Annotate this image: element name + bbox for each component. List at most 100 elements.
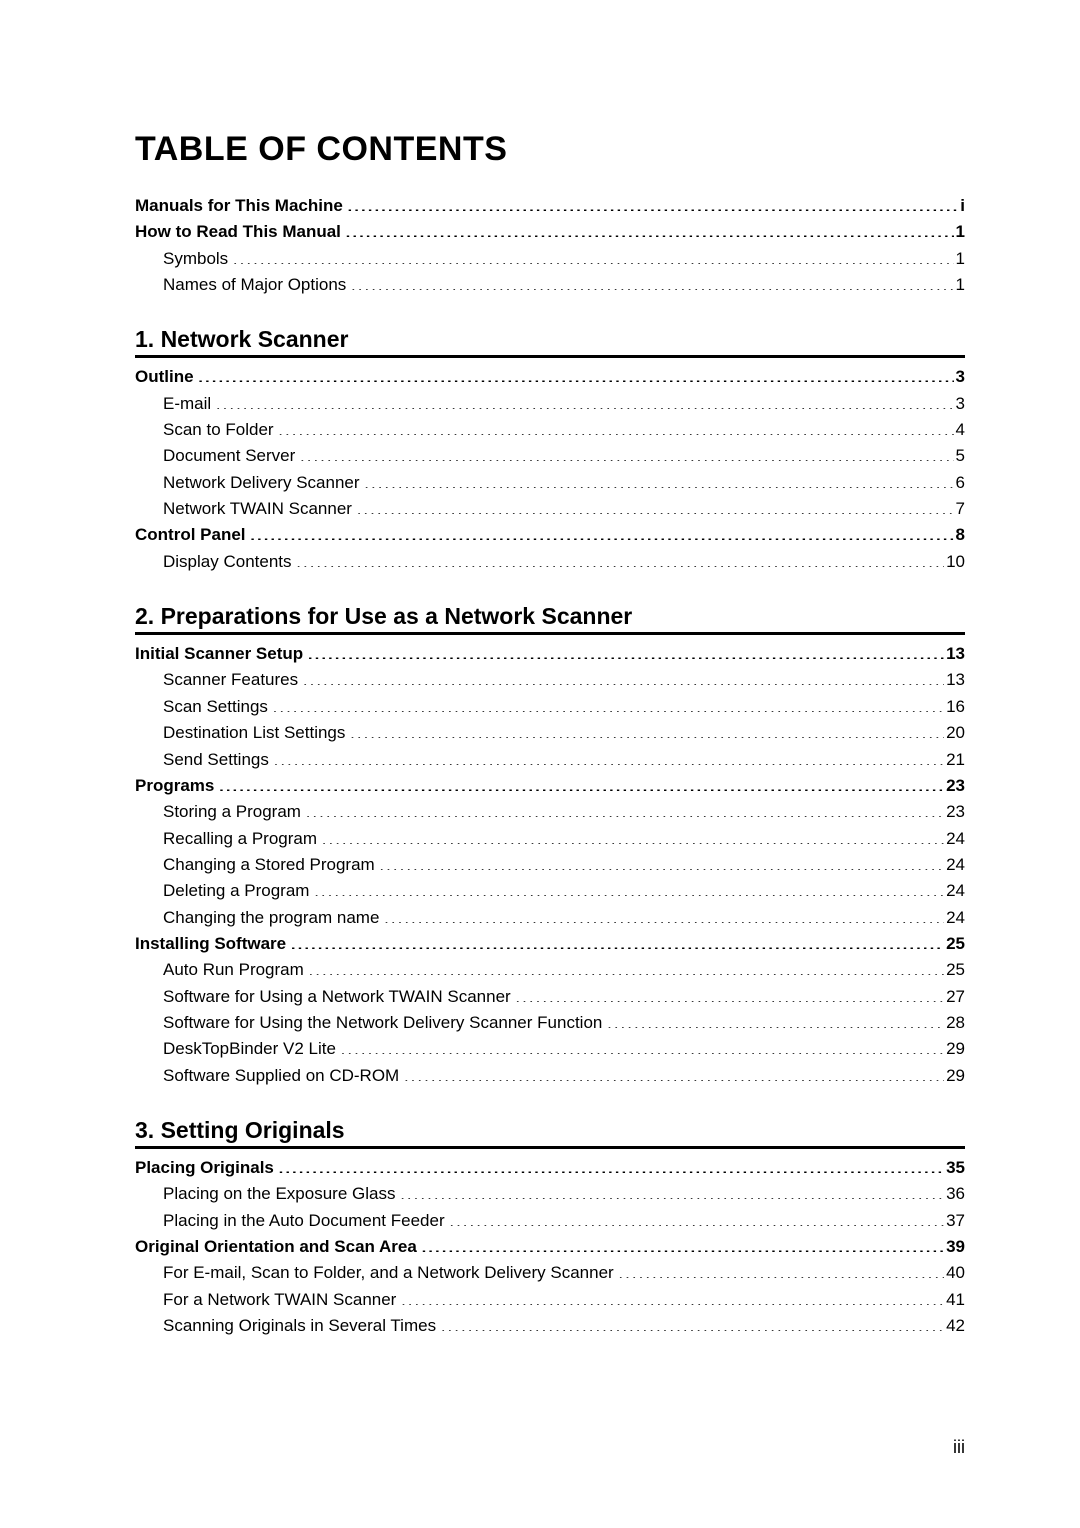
toc-entry-label: Software Supplied on CD-ROM: [163, 1063, 399, 1089]
toc-entry-page: 7: [954, 496, 965, 522]
toc-entry: Document Server 5: [135, 443, 965, 469]
toc-entry-label: Names of Major Options: [163, 272, 346, 298]
toc-entry-label: Network TWAIN Scanner: [163, 496, 352, 522]
toc-entry-page: 25: [944, 957, 965, 983]
toc-entry-page: 20: [944, 720, 965, 746]
dot-leader: [400, 1182, 944, 1199]
toc-entry-page: 24: [944, 852, 965, 878]
toc-entry: Network Delivery Scanner 6: [135, 470, 965, 496]
toc-entry: For E-mail, Scan to Folder, and a Networ…: [135, 1260, 965, 1286]
toc-entry: For a Network TWAIN Scanner 41: [135, 1287, 965, 1313]
toc-entry: Placing on the Exposure Glass 36: [135, 1181, 965, 1207]
toc-entry: Deleting a Program 24: [135, 878, 965, 904]
toc-entry-page: 24: [944, 826, 965, 852]
toc-entry: Storing a Program 23: [135, 799, 965, 825]
dot-leader: [300, 444, 954, 461]
dot-leader: [198, 365, 953, 382]
toc-entry: Installing Software 25: [135, 931, 965, 957]
dot-leader: [441, 1314, 944, 1331]
toc-entry: Send Settings 21: [135, 747, 965, 773]
toc-entry-page: 1: [954, 246, 965, 272]
dot-leader: [379, 853, 944, 870]
toc-entry: Auto Run Program 25: [135, 957, 965, 983]
toc-entry-label: DeskTopBinder V2 Lite: [163, 1036, 336, 1062]
dot-leader: [449, 1209, 944, 1226]
toc-entry-label: Software for Using a Network TWAIN Scann…: [163, 984, 511, 1010]
toc-entry-label: Auto Run Program: [163, 957, 304, 983]
toc-entry: Changing the program name 24: [135, 905, 965, 931]
dot-leader: [303, 668, 944, 685]
dot-leader: [279, 1156, 944, 1173]
section-rule: [135, 355, 965, 358]
toc-entry: Symbols 1: [135, 246, 965, 272]
toc-entry-label: Software for Using the Network Delivery …: [163, 1010, 602, 1036]
toc-entry-label: Send Settings: [163, 747, 269, 773]
preamble-block: Manuals for This Machine iHow to Read Th…: [135, 193, 965, 298]
toc-entry-page: 4: [954, 417, 965, 443]
toc-entry: Network TWAIN Scanner 7: [135, 496, 965, 522]
toc-entry-label: Changing the program name: [163, 905, 379, 931]
toc-entry: Control Panel 8: [135, 522, 965, 548]
dot-leader: [384, 906, 944, 923]
toc-entry: Initial Scanner Setup 13: [135, 641, 965, 667]
toc-entry-page: 28: [944, 1010, 965, 1036]
dot-leader: [216, 392, 954, 409]
dot-leader: [351, 273, 954, 290]
toc-entry-label: Initial Scanner Setup: [135, 641, 303, 667]
toc-entry: Placing Originals 35: [135, 1155, 965, 1181]
section-heading: 1. Network Scanner: [135, 326, 965, 353]
toc-entry: Recalling a Program 24: [135, 826, 965, 852]
toc-entry-label: Changing a Stored Program: [163, 852, 375, 878]
toc-entry-page: 21: [944, 747, 965, 773]
toc-entry: Destination List Settings 20: [135, 720, 965, 746]
toc-entry-label: Display Contents: [163, 549, 292, 575]
dot-leader: [278, 418, 953, 435]
toc-entry-label: Placing Originals: [135, 1155, 274, 1181]
toc-entry-label: Destination List Settings: [163, 720, 345, 746]
dot-leader: [422, 1235, 945, 1252]
toc-entry: Scan to Folder 4: [135, 417, 965, 443]
toc-entry-page: 23: [944, 773, 965, 799]
section-rule: [135, 1146, 965, 1149]
dot-leader: [291, 932, 944, 949]
toc-entry-label: Network Delivery Scanner: [163, 470, 360, 496]
section-entries: Initial Scanner Setup 13Scanner Features…: [135, 641, 965, 1089]
toc-entry-label: Recalling a Program: [163, 826, 317, 852]
sections-container: 1. Network ScannerOutline 3E-mail 3Scan …: [135, 326, 965, 1339]
toc-entry-label: Outline: [135, 364, 194, 390]
toc-entry: Outline 3: [135, 364, 965, 390]
toc-entry-page: 23: [944, 799, 965, 825]
toc-entry-label: How to Read This Manual: [135, 219, 341, 245]
section-entries: Placing Originals 35Placing on the Expos…: [135, 1155, 965, 1339]
dot-leader: [308, 642, 944, 659]
toc-entry-label: Placing on the Exposure Glass: [163, 1181, 395, 1207]
toc-entry-page: 24: [944, 905, 965, 931]
toc-entry-page: 3: [954, 391, 965, 417]
toc-entry-page: 37: [944, 1208, 965, 1234]
dot-leader: [309, 958, 945, 975]
toc-entry-page: 27: [944, 984, 965, 1010]
toc-entry: Display Contents 10: [135, 549, 965, 575]
toc-entry-label: For E-mail, Scan to Folder, and a Networ…: [163, 1260, 614, 1286]
dot-leader: [346, 220, 954, 237]
toc-entry-label: Deleting a Program: [163, 878, 309, 904]
toc-entry: DeskTopBinder V2 Lite 29: [135, 1036, 965, 1062]
page-number: iii: [953, 1437, 965, 1458]
toc-entry: Programs 23: [135, 773, 965, 799]
toc-entry: Software Supplied on CD-ROM 29: [135, 1063, 965, 1089]
toc-entry-page: 39: [944, 1234, 965, 1260]
toc-entry-page: 3: [954, 364, 965, 390]
toc-entry-page: 5: [954, 443, 965, 469]
toc-entry: E-mail 3: [135, 391, 965, 417]
toc-entry: Scanning Originals in Several Times 42: [135, 1313, 965, 1339]
dot-leader: [274, 748, 944, 765]
toc-entry-label: Scan Settings: [163, 694, 268, 720]
toc-entry-label: Symbols: [163, 246, 228, 272]
dot-leader: [314, 879, 944, 896]
section-rule: [135, 632, 965, 635]
toc-entry-label: Original Orientation and Scan Area: [135, 1234, 417, 1260]
toc-entry-page: 8: [954, 522, 965, 548]
toc-entry-label: Scan to Folder: [163, 417, 274, 443]
toc-entry-label: For a Network TWAIN Scanner: [163, 1287, 396, 1313]
toc-entry-page: 1: [954, 219, 965, 245]
